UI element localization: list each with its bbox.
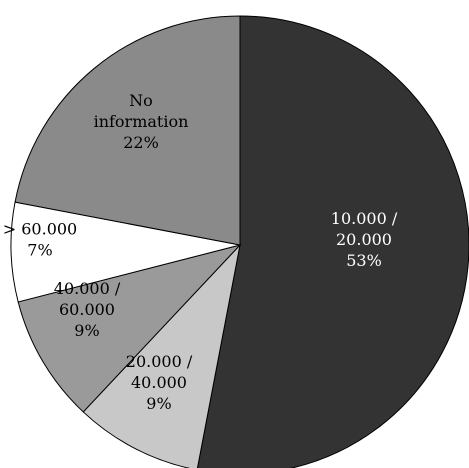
pie-slices <box>10 15 469 468</box>
pie-labels: 10.000 /20.000 53%20.000 /40.000 9%40.000 … <box>3 91 398 413</box>
slice-label-line: 10.000 / <box>331 209 398 228</box>
slice-label: 10.000 / 20.000 53% <box>331 209 398 270</box>
slice-label-line: 40.000 <box>131 373 187 392</box>
slice-label-line: 9% <box>74 321 99 340</box>
pie-slice <box>17 244 242 413</box>
pie-slice <box>14 15 241 246</box>
slice-label-line: 20.000 <box>336 230 392 249</box>
slice-label-line: 53% <box>346 251 382 270</box>
slice-label: 20.000 / 40.000 9% <box>126 352 193 413</box>
slice-label-line: information <box>94 112 189 131</box>
slice-label-line: 20.000 / <box>126 352 193 371</box>
slice-label: 40.000 / 60.000 9% <box>54 279 121 340</box>
slice-label-line: 60.000 <box>59 300 115 319</box>
slice-label-line: > 60.000 <box>3 220 77 239</box>
pie-slice <box>196 15 469 468</box>
slice-label-line: No <box>129 91 153 110</box>
slice-label-line: 40.000 / <box>54 279 121 298</box>
slice-label: No information 22% <box>94 91 189 152</box>
pie-slice <box>82 243 241 468</box>
slice-label-line: 9% <box>146 394 171 413</box>
slice-label-line: 22% <box>123 133 159 152</box>
slice-label-line: 7% <box>27 241 52 260</box>
slice-label: > 60.000 7% <box>3 220 77 260</box>
